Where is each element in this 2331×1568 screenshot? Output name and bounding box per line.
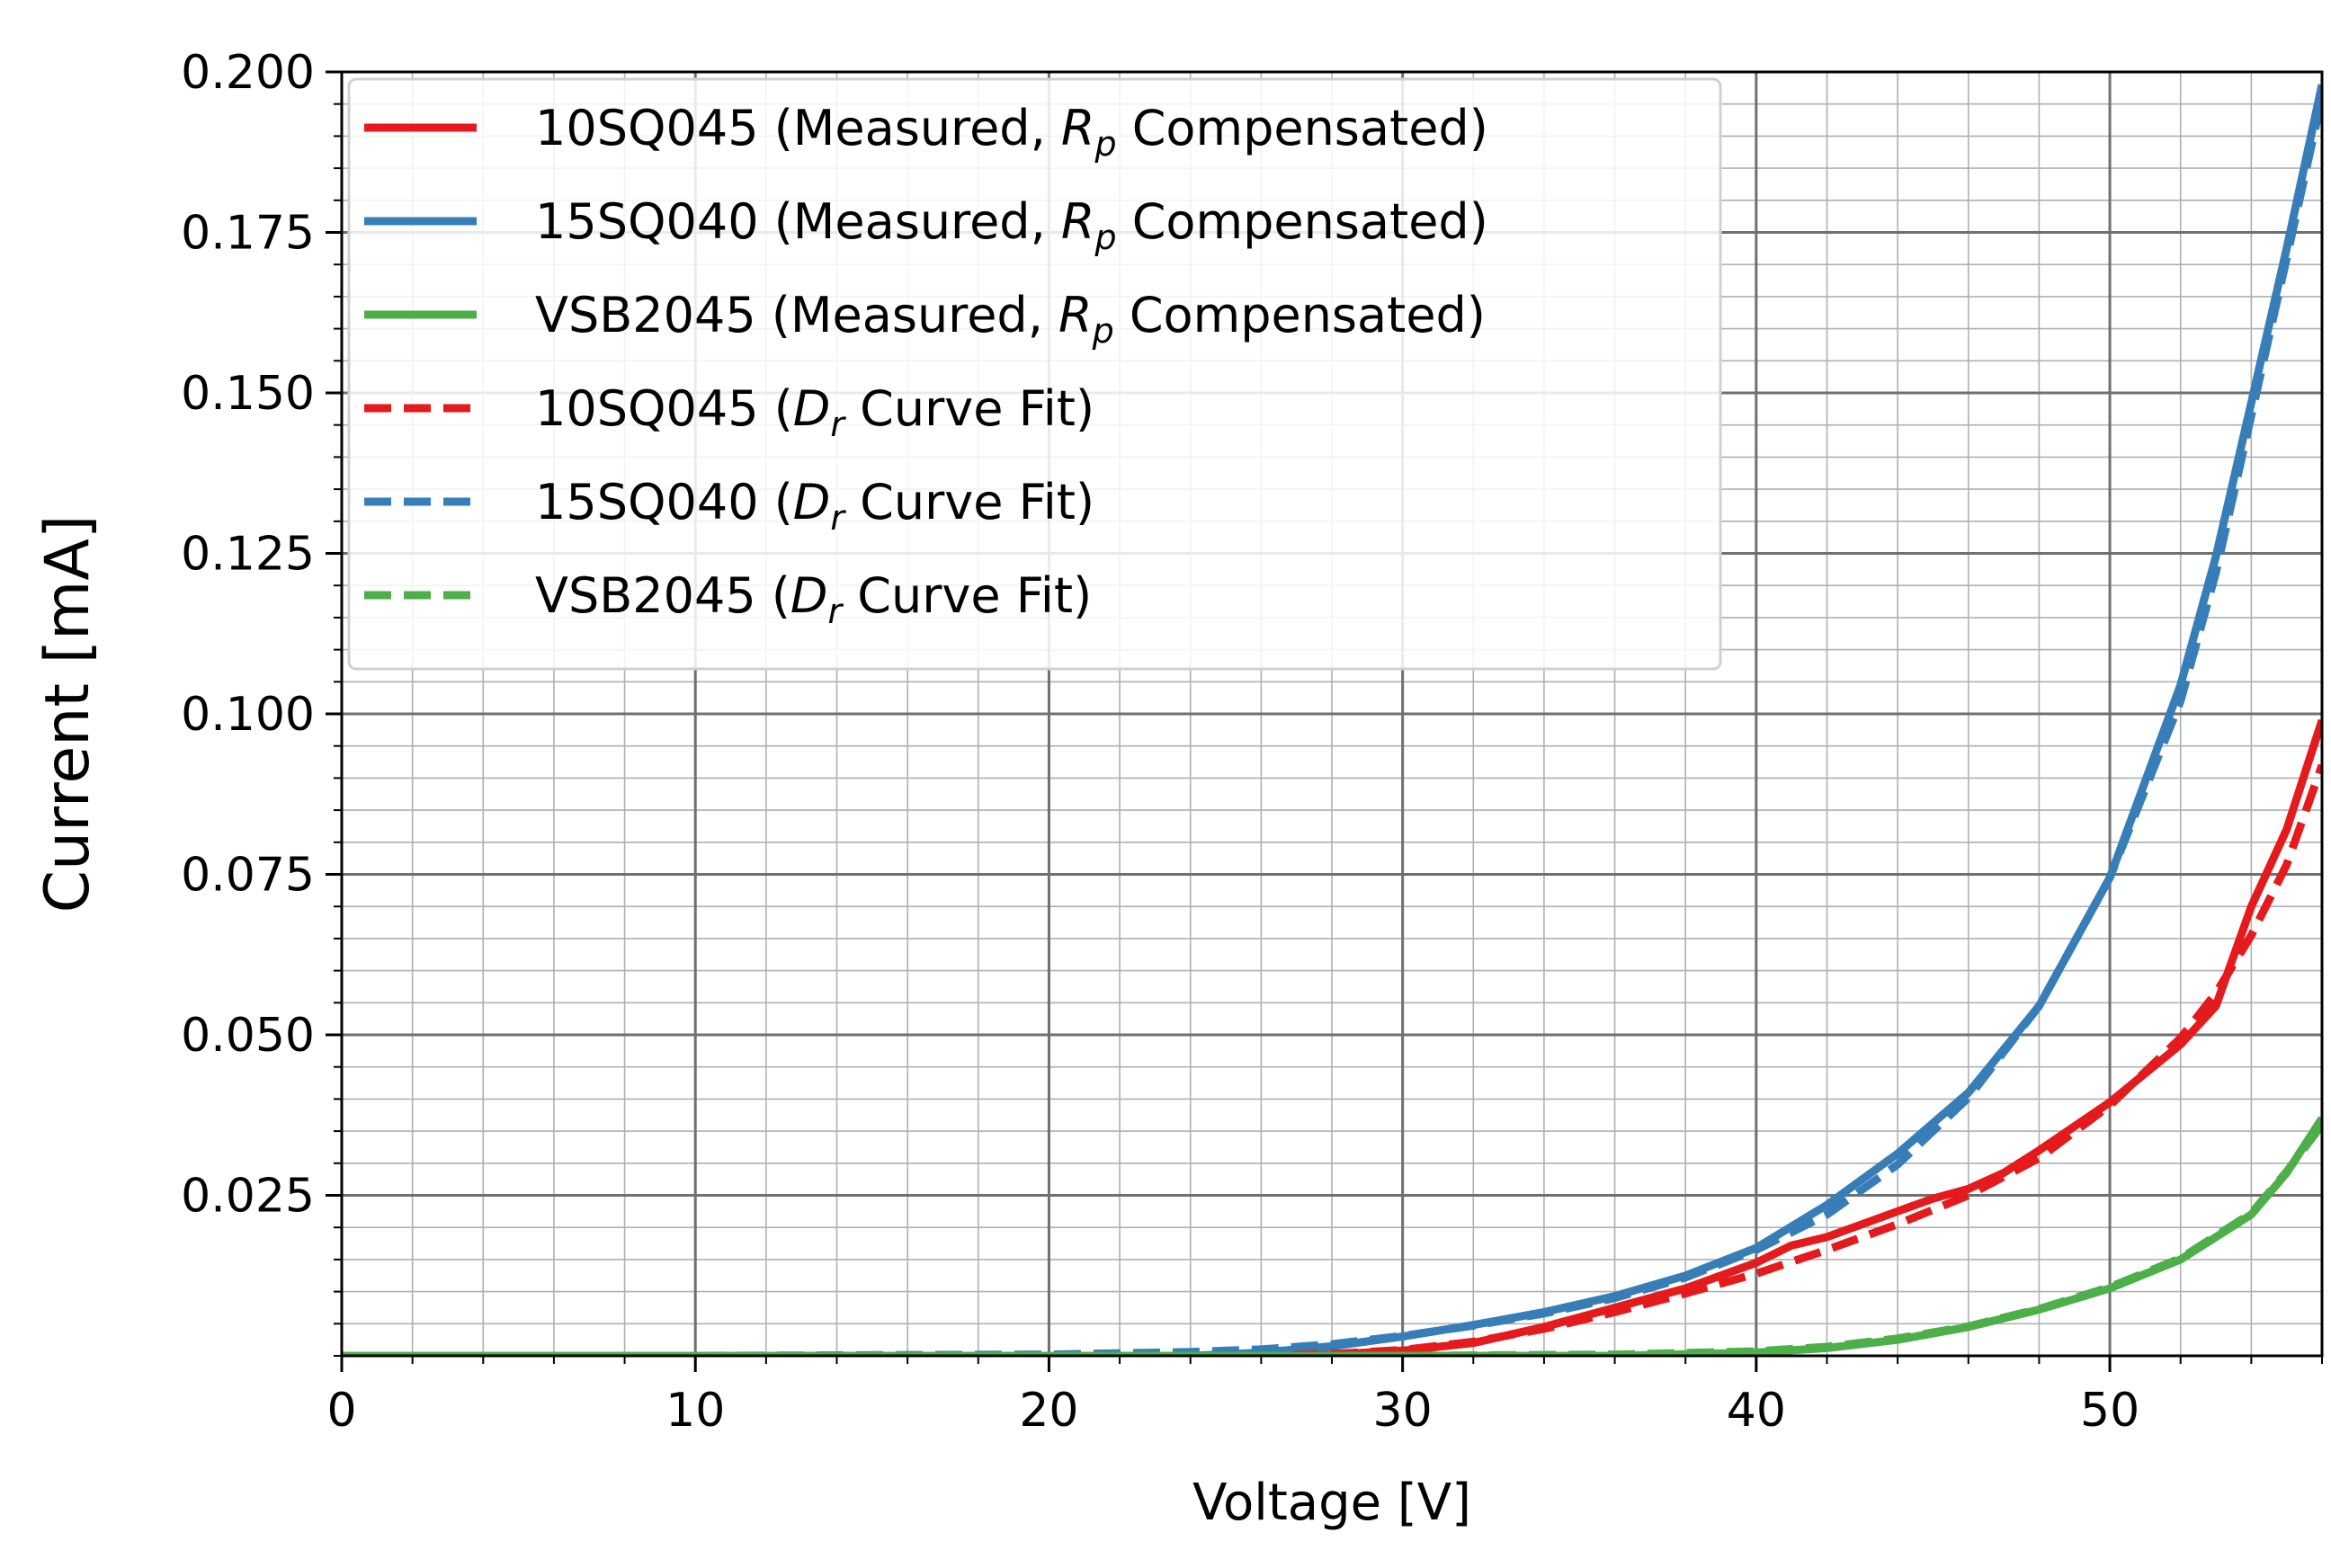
y-tick-label: 0.175 <box>181 207 315 261</box>
legend-entry-label: VSB2045 (Dr Curve Fit) <box>535 567 1092 631</box>
legend-entry-label: VSB2045 (Measured, Rp Compensated) <box>535 287 1486 351</box>
y-tick-label: 0.150 <box>181 367 315 421</box>
legend-entry-label: 10SQ045 (Measured, Rp Compensated) <box>535 100 1488 164</box>
x-tick-label: 30 <box>1373 1384 1433 1438</box>
x-tick-label: 20 <box>1019 1384 1078 1438</box>
plot-area <box>342 84 2322 1356</box>
y-axis-label: Current [mA] <box>32 515 103 913</box>
y-tick-label: 0.200 <box>181 46 315 100</box>
x-tick-label: 40 <box>1727 1384 1786 1438</box>
tick-labels: 0 10 20 30 40 50 0.025 0.050 0.075 0.100 0.125 0.15… <box>181 46 2139 1438</box>
y-tick-label: 0.075 <box>181 849 315 903</box>
x-tick-label: 0 <box>326 1384 356 1438</box>
legend-box <box>347 77 1722 671</box>
legend-entry-label: 10SQ045 (Dr Curve Fit) <box>535 380 1094 444</box>
y-tick-label: 0.125 <box>181 528 315 582</box>
legend-entry-label: 15SQ040 (Dr Curve Fit) <box>535 474 1094 538</box>
y-tick-label: 0.100 <box>181 688 315 742</box>
series-line-5 <box>342 96 2322 1356</box>
series-line-6 <box>342 1122 2322 1356</box>
series-line-4 <box>342 763 2322 1356</box>
y-tick-label: 0.025 <box>181 1170 315 1224</box>
x-tick-label: 50 <box>2080 1384 2139 1438</box>
axis-ticks <box>326 70 2323 1372</box>
legend-entry-label: 15SQ040 (Measured, Rp Compensated) <box>535 193 1488 257</box>
x-tick-label: 10 <box>665 1384 725 1438</box>
legend: 10SQ045 (Measured, Rp Compensated) 15SQ04… <box>347 77 1722 671</box>
x-axis-label: Voltage [V] <box>1192 1474 1471 1532</box>
y-tick-label: 0.050 <box>181 1009 315 1063</box>
